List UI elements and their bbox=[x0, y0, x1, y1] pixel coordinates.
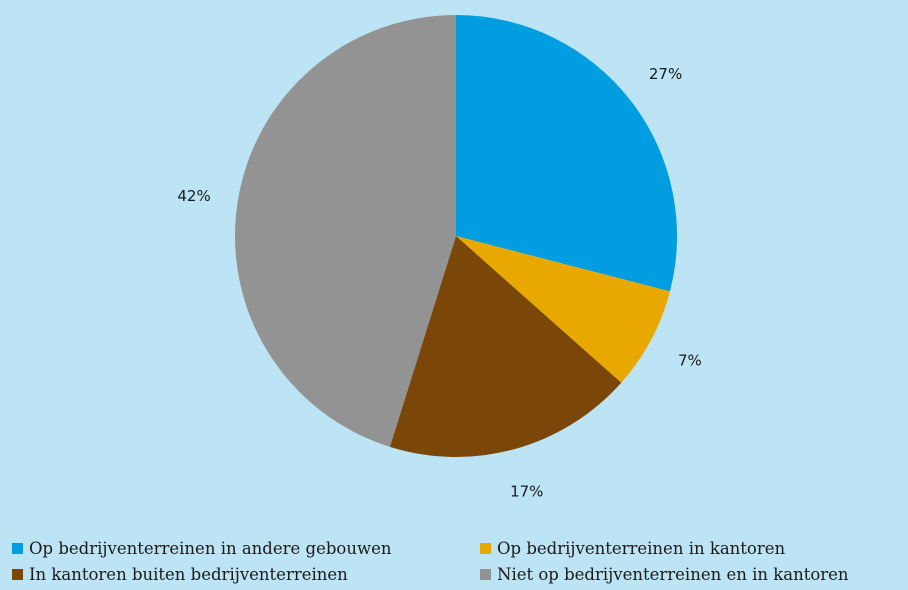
slice-neither bbox=[235, 15, 456, 447]
legend-swatch bbox=[12, 568, 23, 580]
slice-business-offices bbox=[456, 236, 670, 383]
legend-swatch bbox=[480, 542, 491, 554]
legend-item-offices-outside: In kantoren buiten bedrijventerreinen bbox=[12, 562, 480, 586]
legend-label: Op bedrijventerreinen in kantoren bbox=[497, 538, 786, 558]
legend-item-business-offices: Op bedrijventerreinen in kantoren bbox=[480, 536, 908, 560]
legend-swatch bbox=[12, 542, 23, 554]
data-label: 27% bbox=[649, 65, 682, 83]
legend-item-neither: Niet op bedrijventerreinen en in kantore… bbox=[480, 562, 908, 586]
data-label: 7% bbox=[678, 352, 702, 370]
data-label: 17% bbox=[510, 482, 543, 500]
data-label: 42% bbox=[177, 187, 210, 205]
legend-label: In kantoren buiten bedrijventerreinen bbox=[29, 564, 348, 584]
legend: Op bedrijventerreinen in andere gebouwen… bbox=[12, 536, 908, 586]
legend-item-other-buildings: Op bedrijventerreinen in andere gebouwen bbox=[12, 536, 480, 560]
legend-swatch bbox=[480, 568, 491, 580]
pie-chart: 27% 7% 17% 42% bbox=[177, 15, 702, 500]
slice-offices-outside bbox=[389, 236, 622, 458]
slice-other-buildings bbox=[456, 15, 678, 292]
legend-label: Op bedrijventerreinen in andere gebouwen bbox=[29, 538, 392, 558]
legend-label: Niet op bedrijventerreinen en in kantore… bbox=[497, 564, 849, 584]
